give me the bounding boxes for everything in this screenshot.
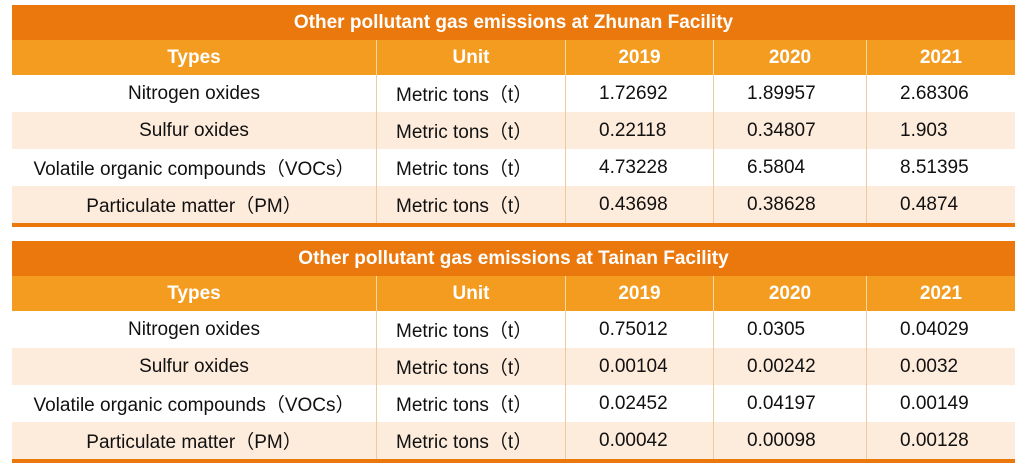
cell: Metric tons（t） — [376, 112, 565, 149]
header-row: Types Unit 2019 2020 2021 — [12, 40, 1015, 75]
cell: 0.0305 — [713, 311, 866, 348]
cell: 0.00098 — [713, 422, 866, 459]
header-cell: Unit — [376, 276, 565, 311]
cell: Sulfur oxides — [139, 119, 249, 141]
cell: Particulate matter（PM） — [86, 432, 302, 453]
cell: 1.89957 — [713, 75, 866, 112]
cell: Metric tons（t） — [376, 186, 565, 223]
header-cell: 2019 — [565, 276, 713, 311]
cell: 0.00042 — [565, 422, 713, 459]
cell: 0.00149 — [866, 385, 1015, 422]
cell: Metric tons（t） — [376, 422, 565, 459]
cell: Particulate matter（PM） — [86, 196, 302, 217]
header-cell: Unit — [376, 40, 565, 75]
table-row: Volatile organic compounds（VOCs） Metric t… — [12, 149, 1015, 186]
cell: 0.43698 — [565, 186, 713, 223]
table-row: Nitrogen oxides Metric tons（t） 0.75012 0.03… — [12, 311, 1015, 348]
cell: Volatile organic compounds（VOCs） — [33, 159, 355, 180]
table-row: Particulate matter（PM） Metric tons（t） 0.43… — [12, 186, 1015, 223]
cell: 0.04197 — [713, 385, 866, 422]
table-row: Volatile organic compounds（VOCs） Metric t… — [12, 385, 1015, 422]
cell: Metric tons（t） — [376, 75, 565, 112]
table: Other pollutant gas emissions at Zhunan … — [12, 5, 1015, 227]
cell: 1.903 — [866, 112, 1015, 149]
table: Other pollutant gas emissions at Tainan … — [12, 241, 1015, 463]
table-row: Sulfur oxides Metric tons（t） 0.00104 0.0024… — [12, 348, 1015, 385]
table-title: Other pollutant gas emissions at Tainan … — [12, 241, 1015, 276]
cell: 0.38628 — [713, 186, 866, 223]
cell: Volatile organic compounds（VOCs） — [33, 395, 355, 416]
cell: 6.5804 — [713, 149, 866, 186]
table-bottom-border — [12, 459, 1015, 463]
cell: 0.00128 — [866, 422, 1015, 459]
header-cell: 2021 — [866, 40, 1015, 75]
cell: 0.04029 — [866, 311, 1015, 348]
cell: 0.02452 — [565, 385, 713, 422]
cell: Sulfur oxides — [139, 355, 249, 377]
cell: 0.00104 — [565, 348, 713, 385]
header-cell: Types — [167, 46, 221, 68]
cell: Nitrogen oxides — [127, 82, 261, 104]
cell: 0.75012 — [565, 311, 713, 348]
cell: 0.34807 — [713, 112, 866, 149]
cell: Metric tons（t） — [376, 149, 565, 186]
cell: 0.0032 — [866, 348, 1015, 385]
cell: 0.22118 — [565, 112, 713, 149]
table-bottom-border — [12, 223, 1015, 227]
cell: 0.4874 — [866, 186, 1015, 223]
cell: Nitrogen oxides — [127, 318, 261, 340]
header-cell: 2021 — [866, 276, 1015, 311]
cell: 1.72692 — [565, 75, 713, 112]
table-row: Nitrogen oxides Metric tons（t） 1.72692 1.89… — [12, 75, 1015, 112]
header-cell: 2020 — [713, 276, 866, 311]
header-cell: 2020 — [713, 40, 866, 75]
cell: 8.51395 — [866, 149, 1015, 186]
table-title: Other pollutant gas emissions at Zhunan … — [12, 5, 1015, 40]
table-row: Particulate matter（PM） Metric tons（t） 0.00… — [12, 422, 1015, 459]
cell: 2.68306 — [866, 75, 1015, 112]
cell: 4.73228 — [565, 149, 713, 186]
cell: Metric tons（t） — [376, 385, 565, 422]
header-cell: Types — [167, 282, 221, 304]
cell: Metric tons（t） — [376, 348, 565, 385]
cell: 0.00242 — [713, 348, 866, 385]
table-row: Sulfur oxides Metric tons（t） 0.22118 0.3480… — [12, 112, 1015, 149]
header-row: Types Unit 2019 2020 2021 — [12, 276, 1015, 311]
header-cell: 2019 — [565, 40, 713, 75]
cell: Metric tons（t） — [376, 311, 565, 348]
